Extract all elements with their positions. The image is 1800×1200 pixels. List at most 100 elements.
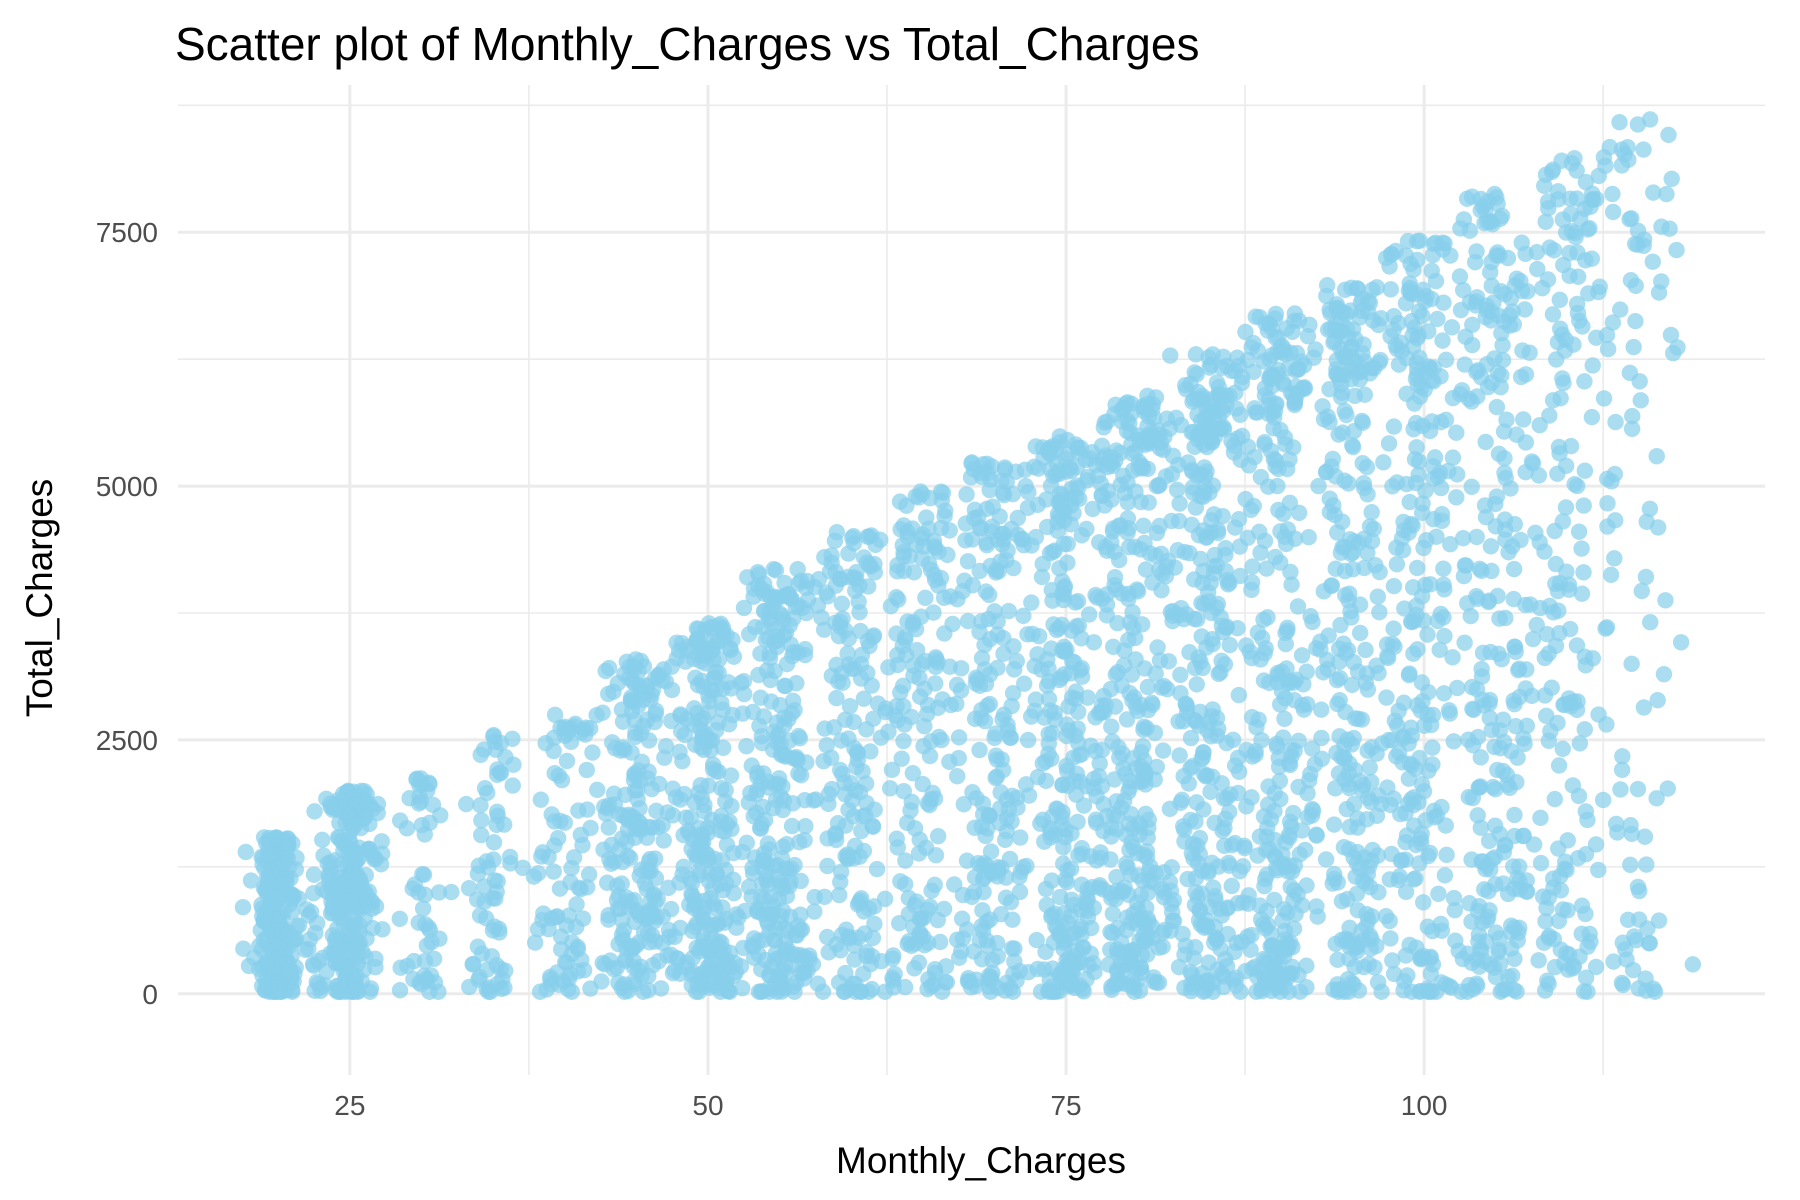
scatter-point — [1521, 344, 1538, 361]
scatter-point — [351, 923, 368, 941]
scatter-point — [1645, 184, 1662, 201]
scatter-point — [750, 666, 767, 684]
scatter-point — [526, 934, 544, 951]
scatter-point — [1313, 750, 1331, 768]
scatter-point — [391, 910, 408, 927]
scatter-point — [1544, 392, 1562, 409]
scatter-point — [1587, 958, 1605, 976]
scatter-point — [1632, 392, 1649, 409]
scatter-point — [1456, 634, 1473, 651]
scatter-point — [1370, 884, 1387, 901]
scatter-point — [1338, 305, 1355, 323]
scatter-point — [1483, 303, 1500, 321]
scatter-point — [535, 905, 552, 922]
scatter-point — [752, 888, 770, 906]
scatter-point — [983, 518, 1001, 535]
scatter-point — [472, 746, 489, 764]
scatter-point — [1421, 844, 1439, 862]
scatter-point — [1436, 581, 1453, 598]
scatter-point — [1093, 437, 1111, 455]
scatter-point — [374, 921, 391, 938]
scatter-point — [666, 962, 683, 979]
scatter-point — [1427, 983, 1445, 1000]
scatter-point — [1611, 301, 1629, 318]
scatter-point — [1416, 576, 1434, 594]
scatter-point — [573, 724, 590, 741]
scatter-point — [1672, 634, 1690, 651]
scatter-point — [1006, 940, 1023, 957]
scatter-point — [1156, 921, 1173, 939]
scatter-point — [1139, 678, 1157, 696]
scatter-point — [847, 582, 864, 599]
scatter-point — [1240, 895, 1257, 912]
scatter-point — [262, 847, 279, 864]
scatter-point — [852, 656, 870, 673]
scatter-point — [750, 566, 768, 583]
scatter-point — [514, 859, 532, 877]
scatter-point — [1405, 420, 1422, 438]
scatter-point — [1348, 280, 1366, 297]
scatter-point — [1162, 347, 1179, 364]
scatter-point — [1398, 475, 1415, 493]
scatter-point — [830, 673, 847, 690]
scatter-point — [1384, 952, 1401, 969]
scatter-point — [987, 747, 1005, 764]
scatter-point — [866, 898, 883, 915]
scatter-point — [929, 911, 947, 929]
scatter-point — [1432, 605, 1449, 623]
scatter-point — [1008, 972, 1025, 989]
scatter-point — [1315, 411, 1333, 428]
scatter-point — [1141, 858, 1159, 875]
scatter-point — [701, 732, 719, 750]
scatter-point — [1549, 183, 1567, 200]
scatter-point — [1144, 696, 1161, 714]
scatter-point — [1636, 828, 1654, 845]
scatter-point — [563, 934, 581, 951]
scatter-point — [1290, 966, 1307, 984]
scatter-point — [1445, 889, 1463, 907]
scatter-point — [1532, 854, 1550, 872]
scatter-point — [1188, 794, 1205, 811]
scatter-point — [1644, 253, 1661, 270]
scatter-point — [406, 876, 423, 893]
scatter-point — [1295, 676, 1312, 693]
scatter-point — [834, 610, 851, 627]
scatter-point — [1344, 438, 1362, 456]
scatter-point — [1233, 374, 1251, 392]
scatter-point — [827, 563, 844, 581]
scatter-point — [1171, 495, 1188, 512]
scatter-point — [1565, 958, 1583, 975]
scatter-point — [1370, 316, 1387, 334]
scatter-point — [1077, 895, 1095, 913]
scatter-point — [964, 531, 981, 548]
scatter-point — [716, 977, 733, 995]
scatter-point — [362, 980, 380, 997]
scatter-point — [1650, 912, 1668, 929]
scatter-point — [1550, 912, 1568, 930]
scatter-point — [356, 782, 373, 800]
scatter-point — [772, 873, 789, 891]
scatter-point — [656, 749, 673, 766]
scatter-point — [1223, 877, 1240, 895]
scatter-point — [1423, 413, 1441, 430]
scatter-point — [626, 711, 643, 729]
scatter-point — [283, 903, 301, 920]
scatter-point — [1016, 461, 1034, 478]
scatter-point — [461, 978, 478, 996]
scatter-point — [1417, 482, 1434, 499]
scatter-point — [1216, 837, 1233, 855]
scatter-point — [1400, 666, 1418, 684]
scatter-point — [277, 833, 294, 851]
scatter-point — [472, 797, 489, 814]
scatter-point — [675, 826, 692, 844]
scatter-point — [650, 952, 667, 970]
scatter-point — [584, 744, 601, 761]
scatter-point — [1577, 905, 1594, 923]
scatter-point — [1568, 477, 1586, 495]
scatter-point — [468, 891, 486, 908]
scatter-point — [1157, 567, 1175, 585]
scatter-point — [839, 645, 856, 662]
scatter-point — [638, 829, 656, 846]
scatter-point — [1015, 675, 1033, 692]
scatter-point — [1532, 599, 1549, 617]
